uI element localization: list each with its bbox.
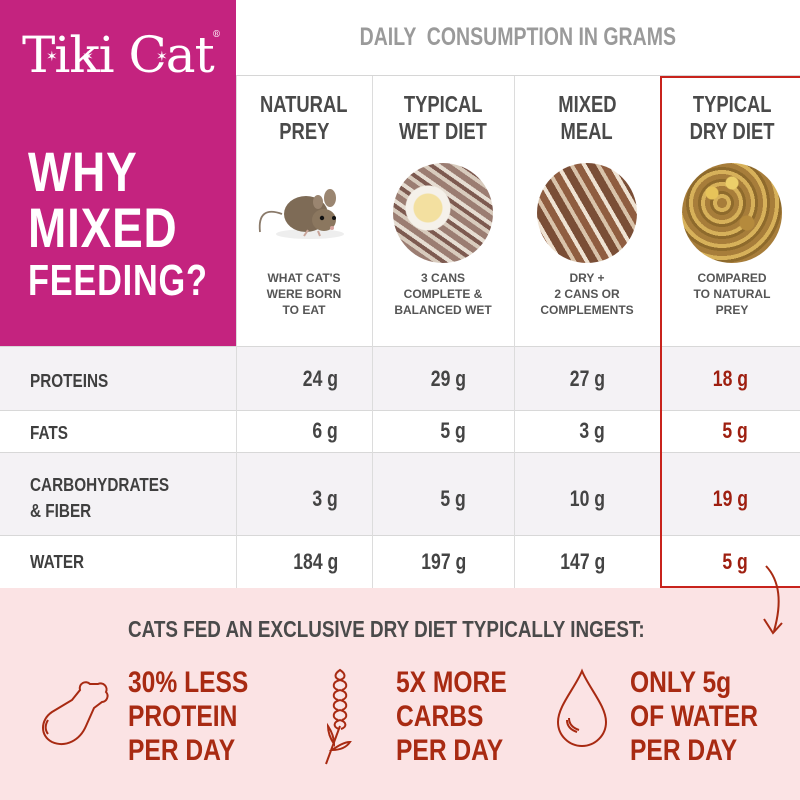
wheat-icon bbox=[325, 668, 352, 765]
consumption-title-text: DAILY CONSUMPTION IN GRAMS bbox=[359, 23, 677, 51]
column-title-line: MIXED bbox=[557, 91, 617, 117]
row-label-text: CARBOHYDRATES bbox=[30, 475, 170, 495]
subtitle-line: COMPARED bbox=[697, 271, 767, 285]
column-typical-dry-diet: TYPICAL DRY DIET COMPARED TO NATURAL PRE… bbox=[660, 76, 800, 346]
column-title-line: MEAL bbox=[560, 118, 614, 144]
row-label-fats: FATS bbox=[30, 420, 75, 446]
table-cell: 10 g bbox=[569, 486, 605, 511]
table-row bbox=[0, 452, 800, 535]
table-row bbox=[0, 346, 800, 410]
row-label-water: WATER bbox=[30, 549, 94, 575]
registered-mark: ® bbox=[212, 30, 221, 40]
divider bbox=[236, 75, 800, 76]
column-title-line: NATURAL bbox=[260, 91, 348, 117]
column-title: TYPICAL DRY DIET bbox=[660, 91, 800, 145]
tiki-cat-logo: Tiki Cat ® ✶ ✶ ✶ bbox=[22, 20, 222, 90]
mouse-image bbox=[258, 189, 344, 239]
table-cell-highlight: 18 g bbox=[712, 366, 748, 391]
column-title-line: TYPICAL bbox=[403, 91, 483, 117]
table-cell: 197 g bbox=[420, 549, 466, 574]
column-title: TYPICAL WET DIET bbox=[372, 91, 514, 145]
water-drop-icon bbox=[556, 668, 608, 747]
table-cell: 184 g bbox=[292, 549, 338, 574]
table-cell: 3 g bbox=[312, 486, 338, 511]
subtitle-line: WHAT CAT'S bbox=[267, 271, 341, 285]
table-cell: 6 g bbox=[312, 418, 338, 443]
subtitle-line: DRY + bbox=[569, 271, 605, 285]
column-title-line: PREY bbox=[278, 118, 330, 144]
row-label-text: FATS bbox=[30, 423, 68, 443]
row-label-proteins: PROTEINS bbox=[30, 368, 122, 394]
table-cell: 29 g bbox=[430, 366, 466, 391]
stat-water: ONLY 5g OF WATER PER DAY bbox=[630, 666, 758, 767]
subtitle-line: COMPLEMENTS bbox=[540, 303, 634, 317]
divider bbox=[514, 76, 515, 588]
table-cell: 5 g bbox=[440, 418, 466, 443]
column-subtitle: DRY + 2 CANS OR COMPLEMENTS bbox=[514, 270, 660, 318]
consumption-title: DAILY CONSUMPTION IN GRAMS bbox=[236, 0, 800, 75]
headline-line: FEEDING? bbox=[28, 256, 208, 305]
subtitle-line: TO NATURAL bbox=[693, 287, 771, 301]
table-row bbox=[0, 535, 800, 588]
table-cell: 24 g bbox=[302, 366, 338, 391]
column-natural-prey: NATURAL PREY WHAT CAT'S WERE BORN TO EAT bbox=[236, 76, 372, 346]
dry-food-image bbox=[682, 163, 782, 263]
table-cell: 147 g bbox=[559, 549, 605, 574]
subtitle-line: 3 CANS bbox=[420, 271, 465, 285]
sparkle-icon: ✶ bbox=[156, 49, 168, 65]
brand-panel: Tiki Cat ® ✶ ✶ ✶ WHY MIXED FEEDING? bbox=[0, 0, 236, 346]
subtitle-line: PREY bbox=[715, 303, 749, 317]
column-mixed-meal: MIXED MEAL DRY + 2 CANS OR COMPLEMENTS bbox=[514, 76, 660, 346]
column-title: NATURAL PREY bbox=[236, 91, 372, 145]
divider bbox=[0, 452, 800, 453]
summary-section: CATS FED AN EXCLUSIVE DRY DIET TYPICALLY… bbox=[0, 588, 800, 800]
subtitle-line: COMPLETE & bbox=[403, 287, 483, 301]
table-cell: 27 g bbox=[569, 366, 605, 391]
sparkle-icon: ✶ bbox=[46, 49, 58, 65]
subtitle-line: 2 CANS OR bbox=[554, 287, 620, 301]
divider bbox=[0, 535, 800, 536]
subtitle-line: BALANCED WET bbox=[394, 303, 492, 317]
chicken-leg-icon bbox=[42, 681, 109, 745]
table-cell: 5 g bbox=[440, 486, 466, 511]
divider bbox=[0, 410, 800, 411]
mixed-food-image bbox=[537, 163, 637, 263]
wet-food-image bbox=[393, 163, 493, 263]
stat-carbs: 5X MORE CARBS PER DAY bbox=[396, 666, 507, 767]
row-label-text: PROTEINS bbox=[30, 371, 109, 391]
column-title-line: DRY DIET bbox=[689, 118, 775, 144]
column-subtitle: WHAT CAT'S WERE BORN TO EAT bbox=[236, 270, 372, 318]
table-cell-highlight: 19 g bbox=[712, 486, 748, 511]
subtitle-line: WERE BORN bbox=[266, 287, 342, 301]
divider bbox=[372, 76, 373, 588]
row-label-carbohydrates: CARBOHYDRATES & FIBER bbox=[30, 472, 194, 524]
column-title: MIXED MEAL bbox=[514, 91, 660, 145]
logo-text: Tiki Cat bbox=[22, 26, 215, 84]
divider bbox=[0, 346, 800, 347]
headline-line: MIXED bbox=[28, 196, 178, 259]
subtitle-line: TO EAT bbox=[282, 303, 326, 317]
row-label-text: & FIBER bbox=[30, 501, 92, 521]
stat-protein: 30% LESS PROTEIN PER DAY bbox=[128, 666, 249, 767]
column-subtitle: 3 CANS COMPLETE & BALANCED WET bbox=[372, 270, 514, 318]
row-label-text: WATER bbox=[30, 552, 85, 572]
table-cell-highlight: 5 g bbox=[722, 549, 748, 574]
headline: WHY MIXED FEEDING? bbox=[28, 144, 258, 306]
column-title-line: TYPICAL bbox=[692, 91, 772, 117]
headline-line: WHY bbox=[28, 140, 138, 203]
curved-arrow-icon bbox=[763, 565, 783, 635]
summary-title: CATS FED AN EXCLUSIVE DRY DIET TYPICALLY… bbox=[128, 616, 645, 642]
column-subtitle: COMPARED TO NATURAL PREY bbox=[660, 270, 800, 318]
divider bbox=[236, 76, 237, 588]
sparkle-icon: ✶ bbox=[82, 49, 94, 65]
table-row bbox=[0, 410, 800, 452]
column-typical-wet-diet: TYPICAL WET DIET 3 CANS COMPLETE & BALAN… bbox=[372, 76, 514, 346]
column-title-line: WET DIET bbox=[399, 118, 487, 144]
table-cell-highlight: 5 g bbox=[722, 418, 748, 443]
table-cell: 3 g bbox=[579, 418, 605, 443]
